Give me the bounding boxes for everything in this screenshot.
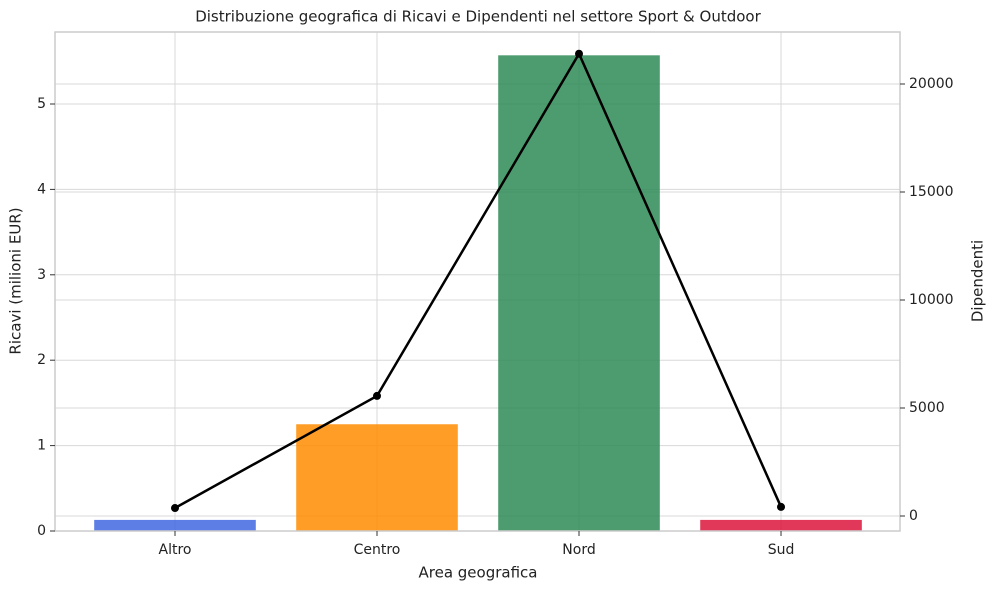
y-tick-label: 3	[37, 267, 46, 283]
bar	[498, 55, 660, 531]
y2-axis-label: Dipendenti	[969, 240, 987, 322]
y-tick-label: 0	[37, 523, 46, 539]
y-tick-label: 4	[37, 181, 46, 197]
y-tick-label: 5	[37, 96, 46, 112]
bar	[700, 519, 862, 531]
line-point	[575, 49, 584, 58]
line-point	[170, 504, 179, 513]
y-tick-label: 2	[37, 352, 46, 368]
y2-tick-label: 10000	[909, 292, 954, 308]
y2-tick-label: 15000	[909, 184, 954, 200]
bar	[296, 424, 458, 531]
plot-frame	[54, 31, 901, 532]
line	[174, 51, 783, 510]
line-point	[373, 391, 382, 400]
chart-title: Distribuzione geografica di Ricavi e Dip…	[195, 8, 761, 26]
bar	[94, 519, 256, 531]
x-tick-label: Nord	[562, 542, 595, 558]
x-tick-label: Altro	[159, 542, 192, 558]
y2-tick-label: 0	[909, 508, 918, 524]
y-axis-label: Ricavi (milioni EUR)	[7, 207, 25, 354]
grid-layer	[55, 32, 900, 532]
x-tick-label: Centro	[354, 542, 401, 558]
y-tick-label: 1	[37, 438, 46, 454]
y2-tick-label: 20000	[909, 76, 954, 92]
mark-layer	[94, 49, 862, 531]
y2-tick-label: 5000	[909, 400, 945, 416]
line-point	[777, 502, 786, 511]
x-tick-label: Sud	[768, 542, 795, 558]
x-axis-label: Area geografica	[419, 564, 538, 582]
